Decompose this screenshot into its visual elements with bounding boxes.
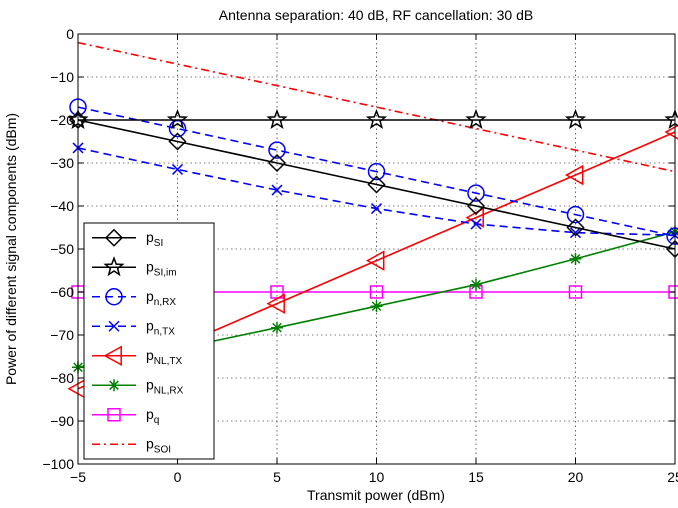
y-tick-label: −100 <box>42 456 74 472</box>
data-point <box>369 285 384 299</box>
data-point <box>470 218 482 230</box>
data-point <box>569 252 582 265</box>
y-tick-label: −30 <box>50 155 74 171</box>
data-point <box>365 250 385 271</box>
y-tick-label: 0 <box>66 26 74 42</box>
y-tick-label: −20 <box>50 112 74 128</box>
data-point <box>365 108 388 130</box>
x-tick-label: 0 <box>174 469 182 485</box>
series-p-n-tx <box>72 142 678 241</box>
legend-marker <box>108 320 120 332</box>
data-point <box>470 278 482 291</box>
series-line <box>77 41 676 173</box>
y-axis-label: Power of different signal components (dB… <box>3 113 19 385</box>
data-point <box>268 141 286 159</box>
legend-item: pn,TX <box>92 317 175 337</box>
data-point <box>367 162 386 181</box>
data-point <box>267 153 287 173</box>
data-point <box>568 285 583 299</box>
data-point <box>467 184 485 202</box>
x-tick-label: 5 <box>273 469 281 485</box>
axis-ticks: −50510152025−100−90−80−70−60−50−40−30−20… <box>42 26 678 485</box>
data-point <box>664 108 678 130</box>
legend-item: pSI,im <box>92 256 177 278</box>
data-point <box>166 108 189 130</box>
legend-marker <box>107 408 121 422</box>
data-point <box>569 227 582 239</box>
data-point <box>171 163 184 175</box>
data-point <box>566 218 585 237</box>
data-point <box>266 293 285 314</box>
data-point <box>564 164 584 186</box>
data-point <box>466 196 486 216</box>
y-tick-label: −70 <box>50 327 74 343</box>
y-tick-label: −40 <box>50 198 74 214</box>
data-point <box>465 108 487 130</box>
x-tick-label: −5 <box>70 469 86 485</box>
x-axis-label: Transmit power (dBm) <box>307 487 445 503</box>
data-point <box>564 108 587 130</box>
data-point <box>566 205 585 224</box>
y-tick-label: −10 <box>50 69 74 85</box>
plot-series <box>67 41 678 400</box>
y-tick-label: −80 <box>50 370 74 386</box>
x-tick-label: 25 <box>667 469 678 485</box>
legend-marker <box>105 288 123 306</box>
y-tick-label: −50 <box>50 241 74 257</box>
x-tick-label: 15 <box>468 469 484 485</box>
x-tick-label: 10 <box>369 469 385 485</box>
series-p-soi <box>77 41 676 173</box>
data-point <box>271 184 283 196</box>
legend-marker <box>103 256 125 277</box>
data-point <box>664 124 678 140</box>
x-tick-label: 20 <box>568 469 584 485</box>
data-point <box>370 203 383 215</box>
y-tick-label: −90 <box>50 413 74 429</box>
legend-marker <box>104 228 124 247</box>
data-point <box>367 175 386 194</box>
legend-marker <box>103 345 122 367</box>
data-point <box>271 321 283 334</box>
data-point <box>168 132 187 151</box>
chart-title: Antenna separation: 40 dB, RF cancellati… <box>219 7 533 23</box>
y-tick-label: −60 <box>50 284 74 300</box>
data-point <box>266 108 288 130</box>
legend-box <box>83 222 215 460</box>
data-point <box>370 300 383 313</box>
series-p-n-rx <box>69 98 678 245</box>
series-line <box>77 106 676 237</box>
series-line <box>77 119 676 250</box>
legend-marker <box>108 379 120 392</box>
